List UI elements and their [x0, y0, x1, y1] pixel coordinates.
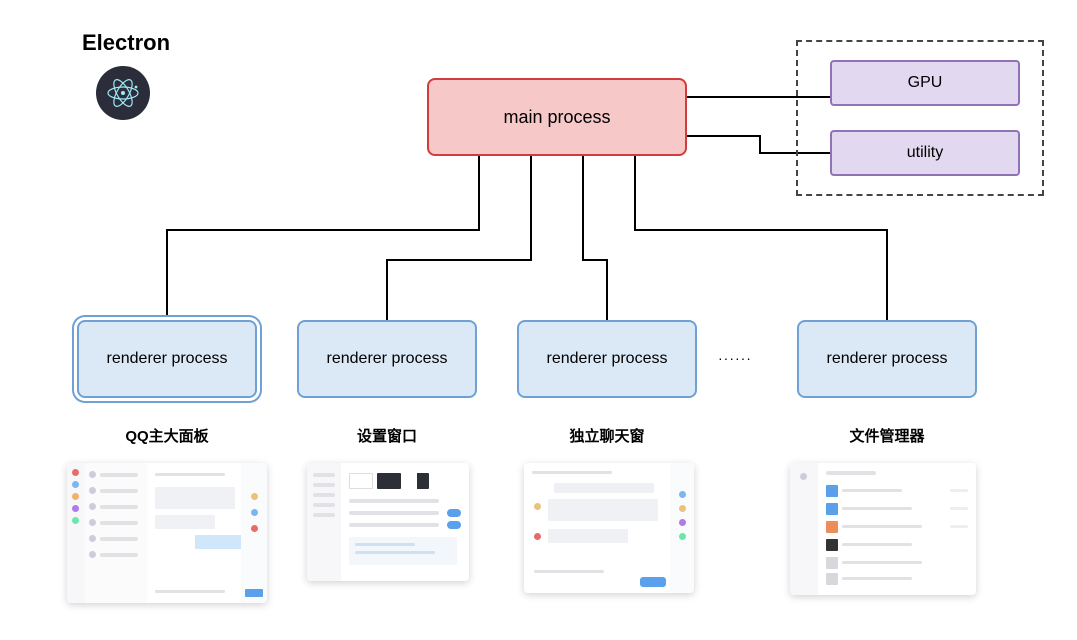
renderer-label: renderer process	[107, 350, 228, 368]
main-process-node: main process	[427, 78, 687, 156]
renderer-label: renderer process	[327, 350, 448, 368]
thumb-chat	[524, 463, 694, 593]
ellipsis-icon: ······	[718, 350, 752, 366]
renderer-caption-3: 文件管理器	[797, 425, 977, 446]
electron-logo-icon	[96, 66, 150, 120]
renderer-caption-1: 设置窗口	[297, 425, 477, 446]
gpu-node: GPU	[830, 60, 1020, 106]
renderer-node-1: renderer process	[297, 320, 477, 398]
gpu-label: GPU	[908, 74, 943, 92]
main-process-label: main process	[503, 107, 610, 128]
renderer-node-3: renderer process	[797, 320, 977, 398]
thumb-files	[790, 463, 976, 595]
renderer-label: renderer process	[547, 350, 668, 368]
renderer-node-2: renderer process	[517, 320, 697, 398]
utility-node: utility	[830, 130, 1020, 176]
utility-label: utility	[907, 144, 943, 162]
thumb-settings	[307, 463, 469, 581]
renderer-label: renderer process	[827, 350, 948, 368]
renderer-node-0: renderer process	[77, 320, 257, 398]
renderer-caption-2: 独立聊天窗	[517, 425, 697, 446]
page-title: Electron	[82, 30, 170, 56]
renderer-caption-0: QQ主大面板	[77, 425, 257, 446]
thumb-qq-main	[67, 463, 267, 603]
